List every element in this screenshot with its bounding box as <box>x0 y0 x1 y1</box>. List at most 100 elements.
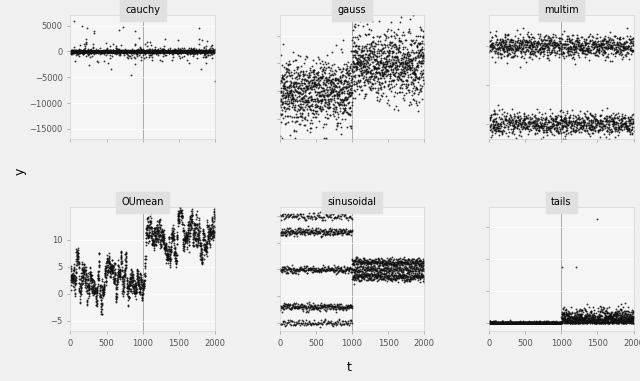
Point <box>124 48 134 54</box>
Point <box>189 227 199 233</box>
Point <box>366 56 376 62</box>
Point <box>182 49 193 55</box>
Point <box>410 70 420 77</box>
Point <box>561 309 572 315</box>
Point <box>309 111 319 117</box>
Point <box>161 254 172 260</box>
Point <box>201 241 211 247</box>
Point <box>204 228 214 234</box>
Point <box>108 274 118 280</box>
Point <box>195 240 205 246</box>
Point <box>68 272 78 278</box>
Point <box>598 126 609 133</box>
Point <box>497 320 508 327</box>
Point <box>370 272 380 278</box>
Point <box>175 48 185 54</box>
Point <box>622 123 632 129</box>
Point <box>387 59 397 65</box>
Point <box>553 42 563 48</box>
Point <box>343 84 353 90</box>
Point <box>509 121 520 127</box>
Point <box>94 48 104 54</box>
Point <box>168 233 178 239</box>
Point <box>373 65 383 71</box>
Point <box>575 317 586 323</box>
Point <box>175 192 185 198</box>
Point <box>304 266 314 272</box>
Point <box>189 221 200 227</box>
Point <box>595 127 605 133</box>
Point <box>548 320 559 326</box>
Point <box>499 320 509 326</box>
Point <box>277 111 287 117</box>
Point <box>157 232 167 238</box>
Point <box>335 231 345 237</box>
Point <box>537 45 547 51</box>
Point <box>285 212 296 218</box>
Point <box>615 314 625 320</box>
Point <box>82 48 92 54</box>
Point <box>289 230 299 236</box>
Point <box>381 66 391 72</box>
Point <box>616 319 627 325</box>
Point <box>387 27 397 33</box>
Point <box>99 286 109 292</box>
Point <box>139 48 149 54</box>
Point <box>136 48 146 54</box>
Point <box>326 303 337 309</box>
Point <box>312 267 323 273</box>
Point <box>136 277 147 283</box>
Point <box>323 303 333 309</box>
Point <box>157 232 167 238</box>
Point <box>143 233 153 239</box>
Point <box>513 117 524 123</box>
Point <box>308 304 319 311</box>
Point <box>621 38 631 44</box>
Point <box>195 225 205 231</box>
Point <box>116 49 126 55</box>
Point <box>404 256 415 263</box>
Point <box>330 71 340 77</box>
Point <box>552 320 563 326</box>
Point <box>308 86 319 92</box>
Point <box>322 306 332 312</box>
Point <box>353 261 363 267</box>
Point <box>552 320 563 326</box>
Point <box>81 43 91 49</box>
Point <box>293 306 303 312</box>
Point <box>574 121 584 127</box>
Point <box>374 273 384 279</box>
Point <box>118 286 128 292</box>
Point <box>162 48 172 54</box>
Point <box>497 45 508 51</box>
Point <box>399 80 410 86</box>
Point <box>111 51 121 57</box>
Point <box>540 40 550 46</box>
Point <box>550 320 560 326</box>
Point <box>292 64 302 70</box>
Point <box>388 266 399 272</box>
Point <box>92 288 102 294</box>
Point <box>599 37 609 43</box>
Point <box>193 48 204 54</box>
Point <box>74 287 84 293</box>
Point <box>540 119 550 125</box>
Point <box>521 320 531 326</box>
Point <box>67 50 77 56</box>
Point <box>164 48 174 54</box>
Point <box>67 48 77 54</box>
Point <box>148 49 158 55</box>
Point <box>209 209 219 215</box>
Point <box>353 267 364 274</box>
Point <box>487 320 497 326</box>
Point <box>145 46 156 52</box>
Point <box>371 48 381 54</box>
Point <box>335 306 346 312</box>
Point <box>104 260 114 266</box>
Point <box>285 69 296 75</box>
Point <box>317 75 327 81</box>
Point <box>181 229 191 235</box>
Point <box>500 319 510 325</box>
Point <box>188 48 198 54</box>
Point <box>307 69 317 75</box>
